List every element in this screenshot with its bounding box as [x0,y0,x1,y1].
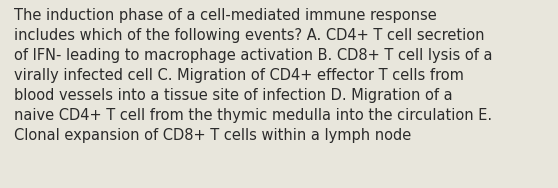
Text: The induction phase of a cell-mediated immune response
includes which of the fol: The induction phase of a cell-mediated i… [14,8,493,143]
